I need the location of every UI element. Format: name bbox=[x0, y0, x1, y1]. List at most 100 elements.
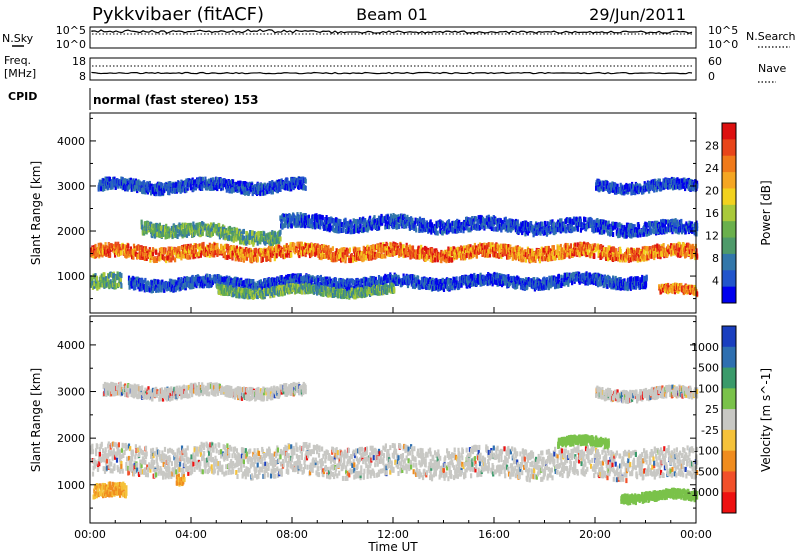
heatmap-cell bbox=[269, 257, 272, 263]
heatmap-cell bbox=[288, 222, 291, 228]
heatmap-cell bbox=[204, 224, 208, 230]
heatmap-cell bbox=[258, 231, 261, 237]
heatmap-cell bbox=[304, 213, 307, 218]
heatmap-cell bbox=[579, 222, 582, 228]
heatmap-cell bbox=[209, 183, 213, 189]
heatmap-cell bbox=[479, 214, 482, 220]
heatmap-cell bbox=[546, 221, 549, 227]
heatmap-cell bbox=[323, 219, 326, 225]
heatmap-cell bbox=[238, 235, 241, 241]
heatmap-cell bbox=[532, 255, 535, 261]
heatmap-cell bbox=[107, 181, 110, 187]
heatmap-cell bbox=[662, 248, 665, 254]
heatmap-cell bbox=[281, 182, 284, 188]
heatmap-cell bbox=[374, 220, 377, 226]
heatmap-cell bbox=[555, 252, 559, 258]
heatmap-cell bbox=[313, 220, 316, 226]
heatmap-cell bbox=[303, 220, 306, 226]
heatmap-cell bbox=[381, 220, 384, 226]
heatmap-cell bbox=[401, 248, 404, 254]
heatmap-cell bbox=[599, 226, 602, 232]
heatmap-cell bbox=[557, 219, 560, 225]
heatmap-cell bbox=[105, 245, 108, 251]
heatmap-cell bbox=[179, 225, 182, 230]
heatmap-cell bbox=[302, 176, 305, 182]
heatmap-cell bbox=[558, 227, 561, 233]
heatmap-cell bbox=[189, 254, 192, 260]
heatmap-cell bbox=[287, 220, 290, 226]
heatmap-cell bbox=[444, 254, 447, 260]
heatmap-cell bbox=[547, 245, 550, 251]
heatmap-cell bbox=[616, 222, 619, 228]
heatmap-cell bbox=[440, 258, 443, 264]
heatmap-cell bbox=[391, 224, 394, 230]
heatmap-cell bbox=[494, 246, 497, 252]
heatmap-cell bbox=[248, 253, 251, 258]
heatmap-cell bbox=[542, 256, 545, 262]
heatmap-cell bbox=[493, 252, 496, 258]
heatmap-cell bbox=[144, 253, 148, 258]
heatmap-cell bbox=[239, 239, 242, 245]
heatmap-cell bbox=[112, 182, 115, 188]
heatmap-cell bbox=[199, 229, 202, 235]
heatmap-cell bbox=[516, 219, 519, 225]
heatmap-cell bbox=[411, 217, 414, 223]
heatmap-cell bbox=[607, 184, 610, 190]
heatmap-cell bbox=[396, 224, 399, 230]
heatmap-cell bbox=[153, 229, 156, 235]
heatmap-cell bbox=[168, 257, 171, 263]
heatmap-cell bbox=[545, 246, 548, 252]
heatmap-cell bbox=[401, 215, 404, 220]
heatmap-cell bbox=[602, 219, 605, 225]
heatmap-cell bbox=[242, 240, 245, 246]
heatmap-cell bbox=[292, 242, 295, 248]
heatmap-cell bbox=[607, 245, 610, 251]
noise-right-tick-bottom: 10^0 bbox=[708, 38, 738, 51]
heatmap-cell bbox=[413, 249, 416, 255]
heatmap-cell bbox=[603, 228, 606, 234]
heatmap-cell bbox=[684, 246, 687, 251]
heatmap-cell bbox=[543, 220, 547, 226]
heatmap-cell bbox=[239, 180, 242, 186]
heatmap-cell bbox=[157, 191, 160, 197]
heatmap-cell bbox=[272, 232, 275, 238]
heatmap-cell bbox=[600, 229, 603, 235]
heatmap-cell bbox=[338, 218, 341, 224]
heatmap-cell bbox=[120, 246, 123, 252]
heatmap-cell bbox=[304, 178, 307, 184]
heatmap-cell bbox=[364, 247, 367, 252]
heatmap-cell bbox=[287, 223, 290, 229]
heatmap-cell bbox=[124, 179, 127, 185]
heatmap-cell bbox=[434, 251, 437, 257]
heatmap-cell bbox=[480, 224, 483, 230]
heatmap-cell bbox=[343, 247, 346, 252]
heatmap-cell bbox=[453, 220, 456, 226]
heatmap-cell bbox=[591, 243, 594, 249]
heatmap-cell bbox=[526, 222, 529, 228]
heatmap-cell bbox=[641, 246, 644, 252]
heatmap-cell bbox=[235, 181, 238, 187]
heatmap-cell bbox=[289, 246, 292, 252]
heatmap-cell bbox=[268, 245, 271, 251]
heatmap-cell bbox=[520, 250, 523, 256]
heatmap-cell bbox=[315, 223, 318, 229]
heatmap-cell bbox=[302, 213, 305, 219]
heatmap-cell bbox=[224, 243, 227, 249]
heatmap-cell bbox=[491, 222, 494, 228]
heatmap-cell bbox=[463, 225, 466, 231]
heatmap-cell bbox=[264, 190, 267, 196]
heatmap-cell bbox=[512, 254, 515, 260]
heatmap-cell bbox=[108, 252, 112, 258]
heatmap-cell bbox=[364, 221, 367, 227]
heatmap-cell bbox=[155, 249, 158, 255]
heatmap-cell bbox=[232, 187, 235, 193]
heatmap-cell bbox=[149, 257, 152, 263]
heatmap-cell bbox=[320, 255, 323, 261]
heatmap-cell bbox=[593, 243, 596, 249]
heatmap-cell bbox=[542, 247, 545, 253]
heatmap-cell bbox=[596, 221, 599, 227]
heatmap-cell bbox=[193, 185, 196, 191]
heatmap-cell bbox=[355, 227, 358, 233]
heatmap-cell bbox=[640, 186, 643, 192]
heatmap-cell bbox=[332, 257, 335, 263]
